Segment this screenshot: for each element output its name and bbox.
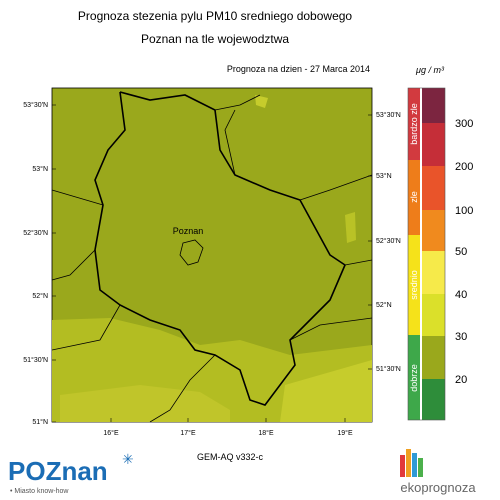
legend-level: 30 bbox=[455, 331, 467, 343]
legend: 300 200 100 50 40 30 20 bardzo zle zle srednio dob… bbox=[409, 103, 473, 392]
legend-category: bardzo zle bbox=[409, 103, 419, 145]
city-border bbox=[179, 239, 204, 266]
level-band bbox=[422, 210, 445, 251]
lat-label: 51°30'N bbox=[23, 356, 48, 364]
map: Poznan bbox=[51, 87, 373, 423]
title: Prognoza stezenia pylu PM10 sredniego do… bbox=[78, 9, 353, 23]
forecast-date: Prognoza na dzien - 27 Marca 2014 bbox=[227, 64, 370, 74]
legend-level: 200 bbox=[455, 161, 473, 173]
patch bbox=[345, 212, 356, 243]
tagline-text: Miasto know-how bbox=[14, 488, 69, 495]
ekoprognoza-icon bbox=[400, 449, 423, 477]
category-band bbox=[408, 335, 420, 420]
axes: 53°30'N 53°N 52°30'N 52°N 51°30'N 51°N 53°30'N… bbox=[23, 101, 401, 437]
voivodeship-border bbox=[94, 91, 346, 406]
legend-level: 50 bbox=[455, 246, 467, 258]
legend-category: dobrze bbox=[409, 364, 419, 392]
lon-label: 16°E bbox=[103, 429, 119, 437]
level-band bbox=[422, 166, 445, 210]
lon-label: 18°E bbox=[258, 429, 274, 437]
level-band bbox=[422, 294, 445, 336]
legend-category: srednio bbox=[409, 270, 419, 300]
logo-star: ✳ bbox=[122, 451, 134, 467]
legend-level: 40 bbox=[455, 289, 467, 301]
unit: μg / m³ bbox=[415, 65, 445, 75]
level-band bbox=[422, 336, 445, 379]
light-area bbox=[280, 360, 372, 422]
subtitle: Poznan na tle wojewodztwa bbox=[141, 32, 289, 46]
level-band bbox=[422, 251, 445, 294]
lat-label: 53°N bbox=[32, 165, 48, 173]
lon-label: 19°E bbox=[337, 429, 353, 437]
model-label: GEM-AQ v332-c bbox=[197, 452, 264, 462]
colorbar bbox=[407, 87, 446, 421]
category-band bbox=[408, 88, 420, 160]
lat-label: 53°30'N bbox=[376, 111, 401, 119]
level-band bbox=[422, 88, 445, 123]
lat-label: 52°30'N bbox=[376, 237, 401, 245]
legend-level: 300 bbox=[455, 118, 473, 130]
lat-label: 53°N bbox=[376, 172, 392, 180]
lat-label: 52°30'N bbox=[23, 229, 48, 237]
legend-category: zle bbox=[409, 191, 419, 203]
lat-label: 53°30'N bbox=[23, 101, 48, 109]
logo-left: POZnan bbox=[8, 456, 108, 486]
level-band bbox=[422, 379, 445, 420]
category-band bbox=[408, 235, 420, 335]
category-band bbox=[408, 160, 420, 235]
lon-label: 17°E bbox=[180, 429, 196, 437]
colorbar-frame bbox=[407, 87, 446, 421]
level-band bbox=[422, 123, 445, 166]
light-area bbox=[60, 385, 230, 422]
logo-tagline: • Miasto know-how bbox=[10, 488, 69, 495]
lat-label: 52°N bbox=[32, 292, 48, 300]
lat-label: 51°30'N bbox=[376, 365, 401, 373]
legend-level: 100 bbox=[455, 205, 473, 217]
legend-level: 20 bbox=[455, 374, 467, 386]
region-border bbox=[51, 94, 373, 423]
lat-label: 52°N bbox=[376, 301, 392, 309]
lat-label: 51°N bbox=[32, 418, 48, 426]
logo-right: ekoprognoza bbox=[400, 480, 476, 495]
city-label: Poznan bbox=[173, 226, 204, 236]
patch bbox=[255, 95, 268, 108]
